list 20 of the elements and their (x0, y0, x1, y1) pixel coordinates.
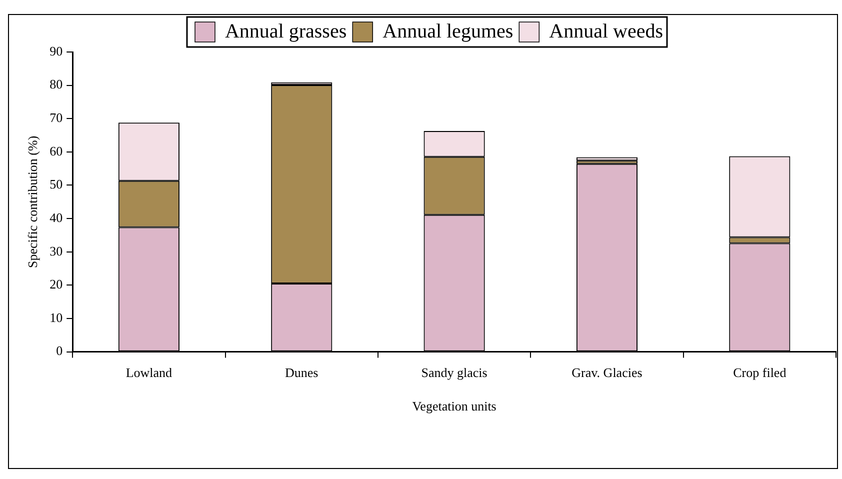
x-tick-label: Grav. Glacies (572, 365, 642, 380)
x-axis-title: Vegetation units (412, 398, 496, 414)
y-tick-label: 10 (50, 310, 63, 325)
x-tick-label: Crop filed (733, 365, 787, 380)
y-tick-label: 60 (50, 143, 63, 158)
x-tick-label: Sandy glacis (421, 365, 488, 380)
y-tick-label: 80 (50, 76, 63, 92)
x-tick-label: Dunes (285, 365, 318, 380)
y-tick-label: 90 (50, 43, 63, 58)
y-tick-label: 40 (50, 210, 63, 225)
y-tick-label: 0 (56, 343, 63, 358)
x-tick-label: Lowland (126, 365, 173, 380)
y-axis-title: Specific contribution (%) (25, 136, 40, 268)
legend-label: Annual grasses (224, 20, 347, 42)
y-tick-label: 30 (50, 243, 63, 258)
legend-label: Annual weeds (549, 20, 664, 42)
y-tick-label: 20 (50, 276, 63, 292)
legend-label: Annual legumes (382, 20, 514, 42)
y-tick-label: 50 (50, 176, 63, 192)
y-tick-label: 70 (50, 110, 63, 126)
